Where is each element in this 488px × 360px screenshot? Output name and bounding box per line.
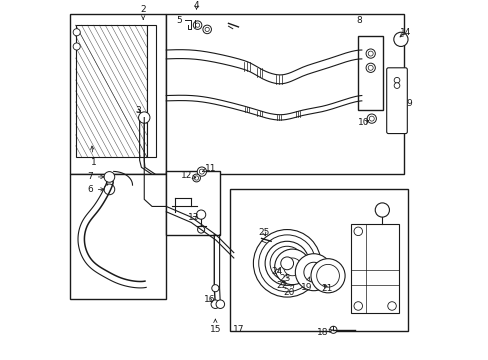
Circle shape <box>303 262 323 282</box>
Bar <box>146 25 155 157</box>
Circle shape <box>269 246 304 280</box>
Circle shape <box>353 302 362 310</box>
Text: 21: 21 <box>321 284 332 293</box>
Circle shape <box>196 210 205 219</box>
Circle shape <box>199 169 204 174</box>
Text: 22: 22 <box>276 281 287 290</box>
Circle shape <box>73 29 80 36</box>
Text: 13: 13 <box>188 213 200 222</box>
Text: 23: 23 <box>279 274 290 283</box>
Text: 25: 25 <box>258 228 269 237</box>
Text: 7: 7 <box>87 172 104 181</box>
Circle shape <box>104 184 115 195</box>
Circle shape <box>211 285 219 292</box>
Circle shape <box>366 63 375 72</box>
Circle shape <box>258 235 315 292</box>
Circle shape <box>264 241 308 285</box>
Bar <box>76 25 146 157</box>
Circle shape <box>197 226 204 233</box>
Text: 18: 18 <box>316 328 332 337</box>
Text: 8: 8 <box>355 16 361 25</box>
Circle shape <box>280 257 293 270</box>
Circle shape <box>104 172 115 182</box>
FancyBboxPatch shape <box>386 68 407 134</box>
Circle shape <box>366 49 375 58</box>
Text: 17: 17 <box>233 325 244 334</box>
Circle shape <box>195 23 199 27</box>
Circle shape <box>310 259 345 293</box>
Bar <box>350 224 398 313</box>
Text: 20: 20 <box>283 284 294 297</box>
Circle shape <box>295 254 332 291</box>
Circle shape <box>353 227 362 235</box>
Circle shape <box>204 27 209 32</box>
Circle shape <box>193 21 202 30</box>
Text: 1: 1 <box>90 146 96 167</box>
Circle shape <box>393 83 399 89</box>
Text: 15: 15 <box>209 319 221 334</box>
Circle shape <box>367 65 372 70</box>
Circle shape <box>393 32 407 46</box>
Text: 6: 6 <box>87 185 104 194</box>
Circle shape <box>192 174 200 182</box>
Text: 5: 5 <box>176 16 181 25</box>
Bar <box>166 171 219 235</box>
Circle shape <box>367 51 372 56</box>
Circle shape <box>316 264 339 287</box>
Text: 19: 19 <box>300 277 311 292</box>
Circle shape <box>368 116 373 121</box>
Text: 11: 11 <box>202 163 216 172</box>
Circle shape <box>211 300 219 309</box>
Bar <box>358 36 383 111</box>
Circle shape <box>393 77 399 83</box>
Text: 10: 10 <box>358 118 369 127</box>
Circle shape <box>329 326 336 333</box>
Text: 16: 16 <box>204 296 215 305</box>
Bar <box>70 14 166 175</box>
Text: 24: 24 <box>271 267 282 276</box>
Circle shape <box>374 203 388 217</box>
Circle shape <box>73 43 80 50</box>
Text: 14: 14 <box>399 28 410 37</box>
Bar <box>166 14 404 175</box>
Text: 4: 4 <box>193 1 199 10</box>
Bar <box>230 189 407 331</box>
Circle shape <box>274 249 309 285</box>
Text: 2: 2 <box>140 5 146 19</box>
Text: 3: 3 <box>135 106 141 115</box>
Bar <box>70 175 166 299</box>
Text: 9: 9 <box>406 99 411 108</box>
Circle shape <box>283 258 301 276</box>
Circle shape <box>366 114 376 123</box>
Circle shape <box>216 300 224 309</box>
Circle shape <box>203 25 211 34</box>
Text: 12: 12 <box>181 171 195 180</box>
Circle shape <box>194 176 198 180</box>
Circle shape <box>387 302 395 310</box>
Circle shape <box>197 167 206 176</box>
Circle shape <box>138 112 150 123</box>
Circle shape <box>253 230 320 297</box>
